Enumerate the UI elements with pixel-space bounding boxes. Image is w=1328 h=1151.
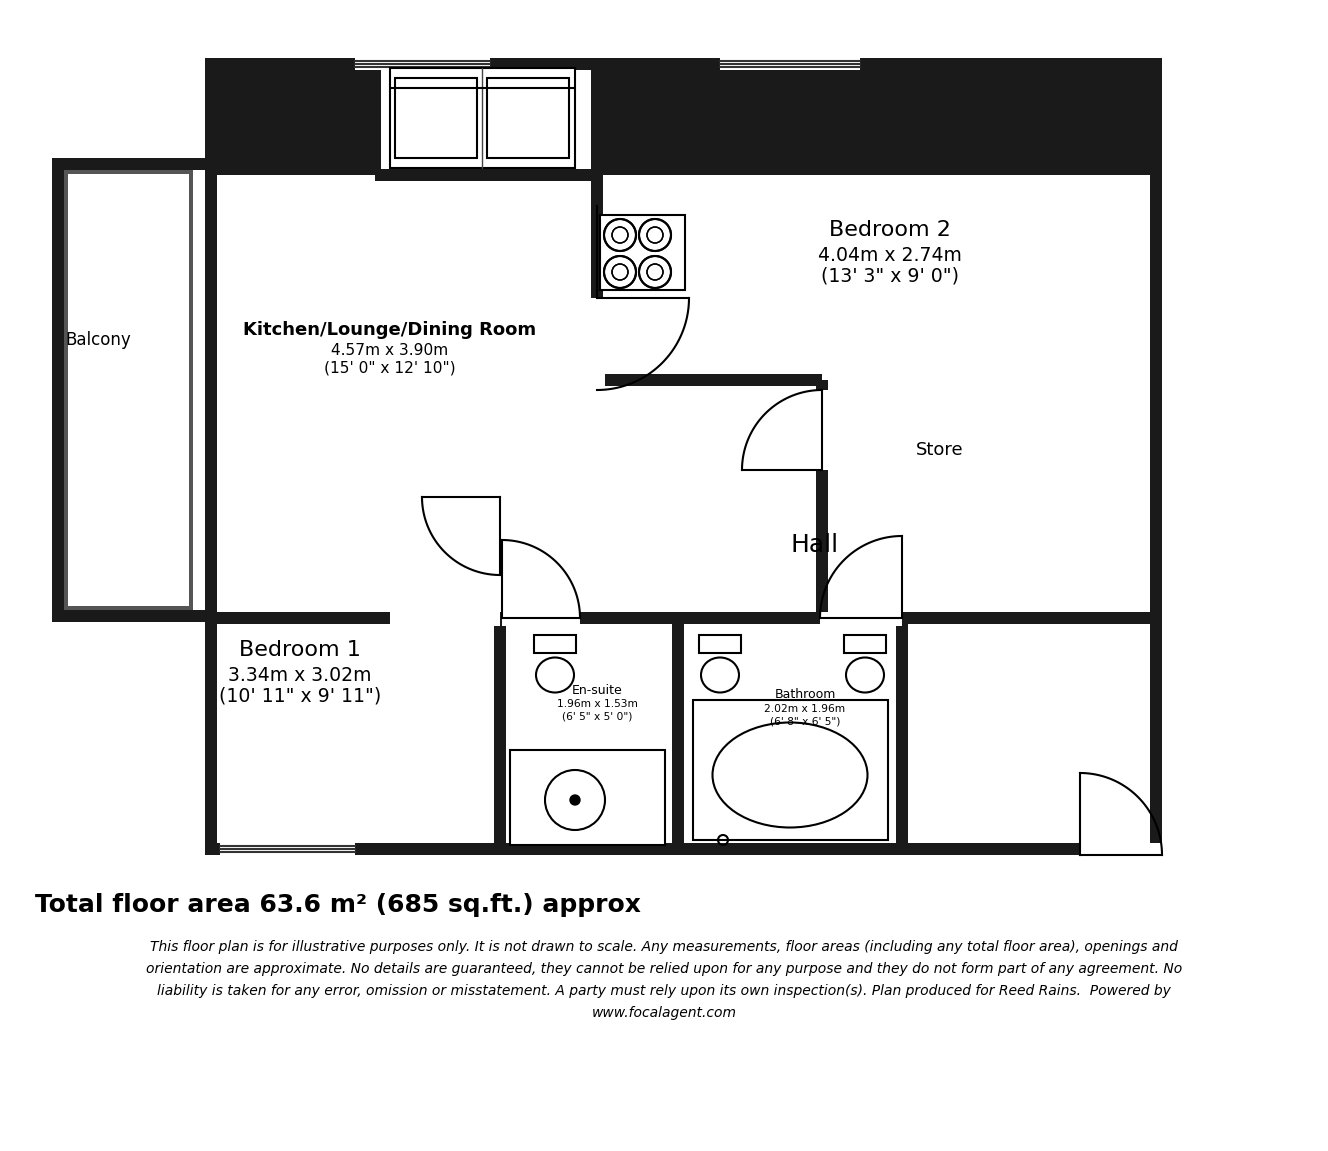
Bar (64, 170, 68, 610)
Text: (10' 11" x 9' 11"): (10' 11" x 9' 11") (219, 687, 381, 706)
Text: (6' 5" x 5' 0"): (6' 5" x 5' 0") (562, 711, 632, 721)
Bar (390, 612, 501, 626)
Text: 2.02m x 1.96m: 2.02m x 1.96m (765, 704, 846, 715)
Bar (502, 612, 580, 626)
Bar (510, 750, 665, 845)
Bar (52, 158, 64, 622)
Text: Store: Store (916, 441, 964, 459)
Bar (189, 170, 193, 610)
Text: (6' 8" x 6' 5"): (6' 8" x 6' 5") (770, 716, 841, 726)
Text: 1.96m x 1.53m: 1.96m x 1.53m (556, 700, 637, 709)
Text: Bedroom 1: Bedroom 1 (239, 640, 361, 660)
Bar (52, 158, 205, 170)
Bar (64, 170, 193, 610)
Bar (815, 380, 827, 618)
Bar (679, 612, 1162, 624)
Bar (896, 618, 908, 855)
Bar (494, 497, 509, 576)
Bar (815, 390, 830, 470)
Bar (720, 58, 861, 70)
Text: Bathroom: Bathroom (774, 688, 835, 701)
Bar (693, 700, 888, 840)
Bar (394, 78, 477, 158)
Bar (390, 68, 575, 168)
Text: Balcony: Balcony (65, 331, 131, 349)
Text: Hall: Hall (791, 533, 839, 557)
Text: Bedroom 2: Bedroom 2 (829, 220, 951, 241)
Bar (591, 58, 603, 380)
Bar (355, 58, 490, 70)
Bar (600, 215, 685, 290)
Bar (205, 58, 1162, 70)
Bar (1150, 58, 1162, 855)
Bar (699, 635, 741, 653)
Bar (534, 635, 576, 653)
Bar (672, 618, 684, 855)
Bar (52, 610, 205, 622)
Bar (1080, 843, 1162, 857)
Bar (64, 605, 193, 610)
Bar (591, 298, 606, 390)
Text: En-suite: En-suite (571, 684, 623, 696)
Bar (205, 58, 1162, 855)
Bar (205, 612, 501, 624)
Text: 4.57m x 3.90m: 4.57m x 3.90m (332, 343, 449, 358)
Bar (205, 58, 374, 175)
Bar (220, 843, 355, 855)
Text: Total floor area 63.6 m² (685 sq.ft.) approx: Total floor area 63.6 m² (685 sq.ft.) ap… (35, 893, 641, 917)
Bar (501, 612, 679, 624)
Bar (64, 170, 193, 174)
Ellipse shape (701, 657, 738, 693)
Ellipse shape (537, 657, 574, 693)
Text: liability is taken for any error, omission or misstatement. A party must rely up: liability is taken for any error, omissi… (157, 984, 1171, 998)
Text: www.focalagent.com: www.focalagent.com (591, 1006, 737, 1020)
Bar (819, 612, 902, 626)
Bar (374, 169, 598, 181)
Circle shape (570, 795, 580, 805)
Bar (598, 58, 1162, 175)
Text: 4.04m x 2.74m: 4.04m x 2.74m (818, 246, 961, 265)
Bar (205, 843, 1162, 855)
Text: This floor plan is for illustrative purposes only. It is not drawn to scale. Any: This floor plan is for illustrative purp… (150, 940, 1178, 954)
Ellipse shape (713, 723, 867, 828)
Text: (15' 0" x 12' 10"): (15' 0" x 12' 10") (324, 360, 456, 375)
Bar (369, 58, 381, 175)
Bar (845, 635, 886, 653)
Bar (598, 374, 822, 386)
Text: 3.34m x 3.02m: 3.34m x 3.02m (228, 666, 372, 685)
Text: (13' 3" x 9' 0"): (13' 3" x 9' 0") (821, 267, 959, 285)
Text: orientation are approximate. No details are guaranteed, they cannot be relied up: orientation are approximate. No details … (146, 962, 1182, 976)
Bar (487, 78, 568, 158)
Bar (494, 618, 506, 855)
Bar (205, 58, 216, 855)
Text: Kitchen/Lounge/Dining Room: Kitchen/Lounge/Dining Room (243, 321, 537, 340)
Ellipse shape (846, 657, 884, 693)
Bar (52, 158, 205, 622)
